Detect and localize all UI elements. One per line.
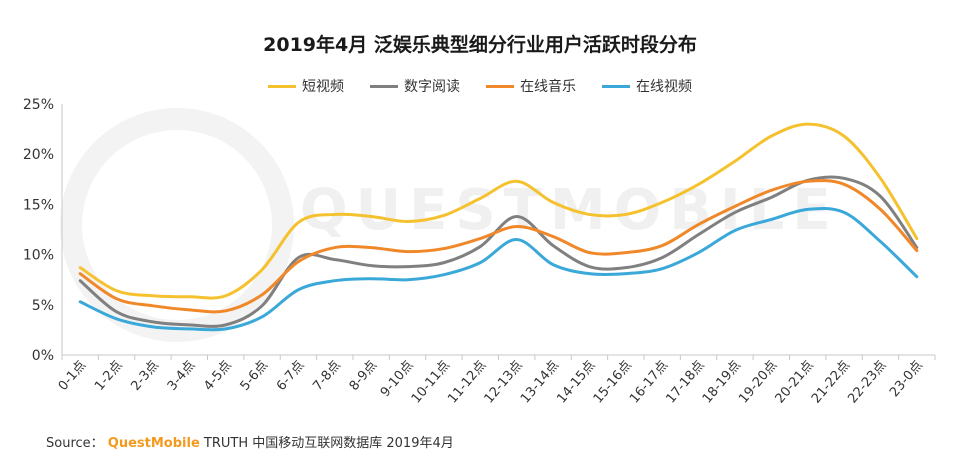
series-line-0 [78, 122, 919, 300]
chart-title: 2019年4月 泛娱乐典型细分行业用户活跃时段分布 [263, 34, 697, 56]
x-tick-label: 10-11点 [409, 358, 453, 407]
x-tick-label: 2-3点 [129, 358, 162, 394]
x-tick-label: 14-15点 [554, 358, 598, 407]
x-tick-label: 0-1点 [56, 358, 89, 394]
x-tick-label: 16-17点 [627, 358, 671, 407]
x-tick-label: 12-13点 [482, 358, 526, 407]
x-tick-label: 11-12点 [445, 358, 489, 407]
x-tick-label: 19-20点 [736, 358, 780, 407]
y-tick-label: 0% [32, 348, 54, 364]
legend-item-1: 数字阅读 [370, 76, 460, 96]
y-tick-label: 15% [23, 197, 54, 213]
source-text: TRUTH 中国移动互联网数据库 2019年4月 [203, 436, 454, 451]
legend-label-0: 短视频 [302, 79, 344, 95]
legend-item-3: 在线视频 [602, 76, 692, 96]
legend-item-2: 在线音乐 [486, 76, 576, 96]
legend-label-3: 在线视频 [636, 79, 692, 95]
y-tick-label: 10% [23, 248, 54, 264]
x-tick-label: 21-22点 [809, 358, 853, 407]
x-tick-label: 6-7点 [274, 358, 307, 394]
series-line-3 [78, 206, 919, 332]
x-tick-label: 3-4点 [165, 358, 198, 394]
legend-label-2: 在线音乐 [520, 79, 576, 95]
x-tick-label: 4-5点 [201, 358, 234, 394]
series-line-2 [78, 179, 919, 314]
x-tick-label: 1-2点 [92, 358, 125, 394]
legend-swatch-2 [486, 84, 514, 88]
x-tick-label: 5-6点 [238, 358, 271, 394]
legend-swatch-1 [370, 84, 398, 88]
source-note: Source： QuestMobile TRUTH 中国移动互联网数据库 201… [46, 432, 454, 451]
legend: 短视频 数字阅读 在线音乐 在线视频 [0, 76, 960, 96]
x-tick-label: 20-21点 [773, 358, 817, 407]
x-tick-label: 7-8点 [310, 358, 343, 394]
x-tick-label: 15-16点 [591, 358, 635, 407]
legend-item-0: 短视频 [268, 76, 344, 96]
x-tick-label: 8-9点 [347, 358, 380, 394]
x-tick-label: 17-18点 [663, 358, 707, 407]
y-tick-label: 25% [23, 97, 54, 113]
series-line-1 [78, 175, 919, 328]
legend-label-1: 数字阅读 [404, 79, 460, 95]
source-prefix: Source： [46, 436, 104, 451]
x-tick-label: 18-19点 [700, 358, 744, 407]
y-tick-label: 20% [23, 147, 54, 163]
legend-swatch-3 [602, 84, 630, 88]
x-tick-label: 22-23点 [845, 358, 889, 407]
x-tick-label: 23-0点 [887, 358, 926, 400]
legend-swatch-0 [268, 84, 296, 88]
y-tick-label: 5% [32, 298, 54, 314]
source-brand: QuestMobile [107, 436, 200, 451]
x-tick-label: 13-14点 [518, 358, 562, 407]
